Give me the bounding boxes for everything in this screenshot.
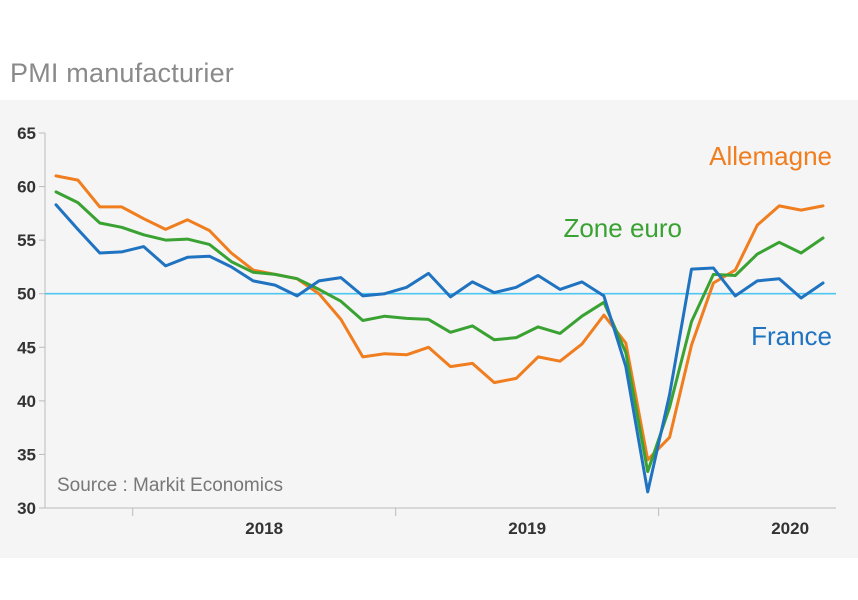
series-label-france: France [751, 321, 832, 351]
x-tick-label: 2018 [245, 519, 283, 538]
y-tick-label: 35 [17, 445, 36, 464]
y-tick-label: 50 [17, 285, 36, 304]
series-line-allemagne [54, 174, 825, 462]
series-label-allemagne: Allemagne [709, 141, 832, 171]
series-label-zone-euro: Zone euro [563, 213, 682, 243]
y-tick-label: 60 [17, 178, 36, 197]
series-line-france [54, 203, 825, 494]
y-tick-label: 45 [17, 338, 36, 357]
chart-title: PMI manufacturier [10, 58, 234, 88]
y-tick-label: 65 [17, 124, 36, 143]
source-note: Source : Markit Economics [57, 475, 283, 496]
y-tick-label: 55 [17, 231, 36, 250]
series-line-zone-euro [54, 190, 825, 474]
x-tick-label: 2020 [771, 519, 809, 538]
y-tick-label: 30 [17, 499, 36, 518]
plot-area [0, 100, 858, 558]
y-tick-label: 40 [17, 392, 36, 411]
x-tick-label: 2019 [508, 519, 546, 538]
